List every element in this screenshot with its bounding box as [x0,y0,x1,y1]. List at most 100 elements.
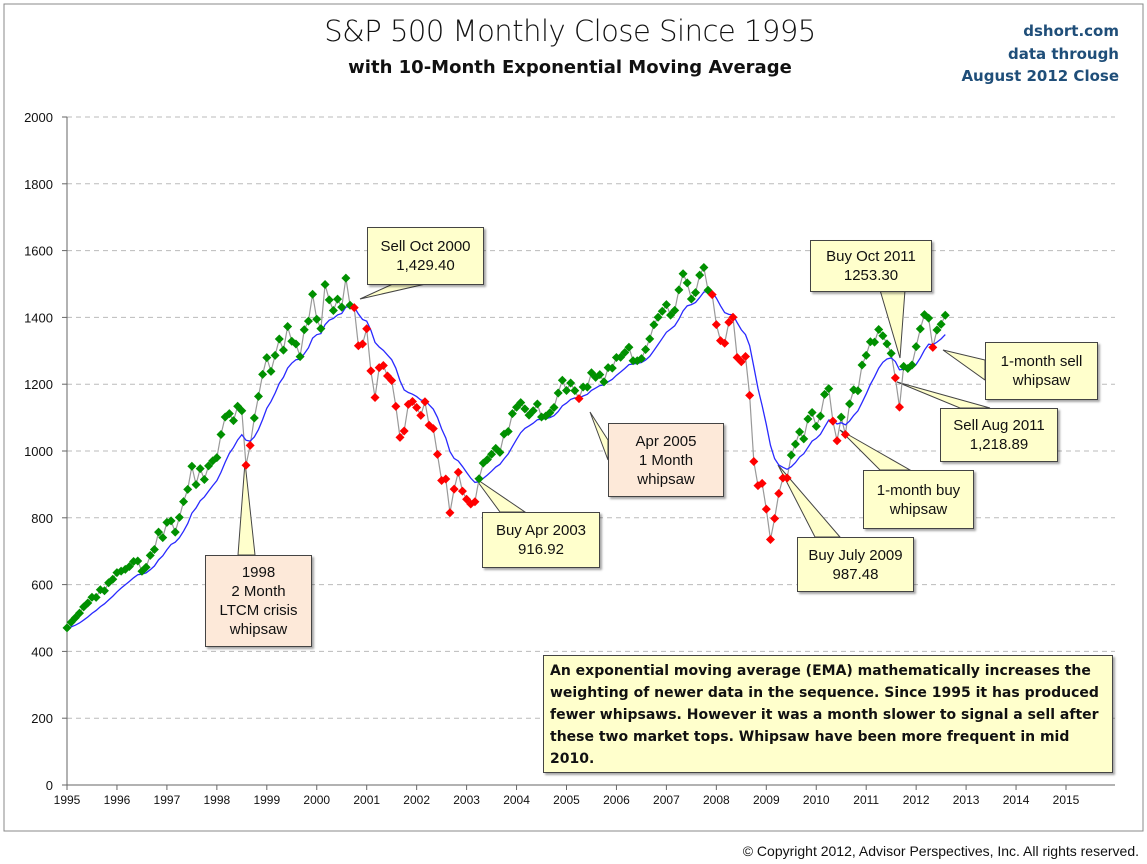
data-point [928,342,938,352]
data-point [790,439,800,449]
x-tick-label: 2015 [1053,793,1080,807]
y-tick-label: 1000 [24,444,53,459]
data-point [470,497,480,507]
data-point [108,574,118,584]
callout-line: Buy Apr 2003 [495,522,587,539]
data-point [570,386,580,396]
ema-explanation-note: An exponential moving average (EMA) math… [543,655,1113,773]
callout-line: Sell Aug 2011 [953,417,1045,434]
data-point [441,474,451,484]
callout-buy-july-2009: Buy July 2009 987.48 [797,537,914,592]
data-point [195,464,205,474]
data-point [291,339,301,349]
x-tick-label: 1996 [104,793,131,807]
data-point [399,426,409,436]
data-point [216,430,226,440]
x-tick-label: 2001 [353,793,380,807]
data-point [707,290,717,300]
data-point [187,461,197,471]
data-point [474,474,484,484]
y-tick-label: 600 [31,578,53,593]
data-point [682,278,692,288]
data-point [445,508,455,518]
data-point [720,338,730,348]
data-point [154,527,164,537]
data-point [828,416,838,426]
data-point [562,385,571,395]
data-point [815,411,825,421]
x-tick-label: 2011 [853,793,879,807]
data-point [83,598,93,608]
data-point [166,516,176,526]
ema-line [66,291,946,629]
data-point [145,550,155,560]
data-point [453,467,463,477]
data-point [395,432,405,442]
callout-line: Buy Oct 2011 [826,248,916,265]
callout-sell-aug-2011: Sell Aug 2011 1,218.89 [940,408,1058,462]
data-point [224,409,234,419]
callout-buy-apr-2003: Buy Apr 2003 916.92 [482,512,600,568]
data-point [358,339,368,349]
data-point [316,324,326,334]
y-tick-label: 1600 [24,244,53,259]
data-point [416,410,426,420]
x-tick-label: 2013 [953,793,980,807]
data-point [495,447,505,457]
data-point [782,473,792,483]
x-tick-label: 2008 [703,793,730,807]
data-point [870,337,880,347]
data-point [645,334,655,344]
data-point [749,456,759,466]
data-point [936,319,946,329]
data-point [482,455,492,465]
data-point [241,460,251,470]
data-point [607,363,617,373]
callout-line: 1253.30 [843,267,899,284]
data-point [258,369,268,379]
x-tick-label: 2000 [303,793,330,807]
data-point [487,449,497,459]
data-point [229,416,238,426]
callout-buy-oct-2011: Buy Oct 2011 1253.30 [810,240,932,292]
data-point [574,394,584,404]
y-tick-label: 0 [46,778,53,793]
data-point [890,373,900,383]
y-tick-label: 1200 [24,377,53,392]
data-point [237,406,247,416]
data-point [299,325,309,335]
data-point [907,360,917,370]
callout-line: 2 Month [231,583,286,600]
data-point [557,375,567,385]
callout-line: whipsaw [637,470,695,488]
x-tick-label: 2010 [803,793,830,807]
data-point [803,414,813,424]
data-point [786,450,796,460]
y-tick-label: 1800 [24,177,53,192]
callout-line: Apr 2005 [635,432,697,450]
y-tick-label: 1400 [24,310,53,325]
data-point [740,352,750,362]
data-point [141,562,151,572]
data-point [324,295,334,305]
x-tick-label: 2002 [403,793,430,807]
data-point [333,294,343,304]
data-point [765,534,775,544]
data-point [253,391,263,401]
data-point [824,384,834,394]
callout-line: 1998 [241,564,276,581]
data-point [840,430,850,440]
data-point [545,408,555,418]
data-point [349,303,359,313]
data-point [295,352,305,362]
data-point [91,592,101,602]
data-point [832,436,842,446]
data-point [370,392,380,402]
copyright: © Copyright 2012, Advisor Perspectives, … [742,843,1139,859]
data-point [599,377,609,387]
data-point [911,342,921,352]
data-point [940,310,950,320]
callout-line: whipsaw [889,500,948,518]
data-point [366,366,376,376]
